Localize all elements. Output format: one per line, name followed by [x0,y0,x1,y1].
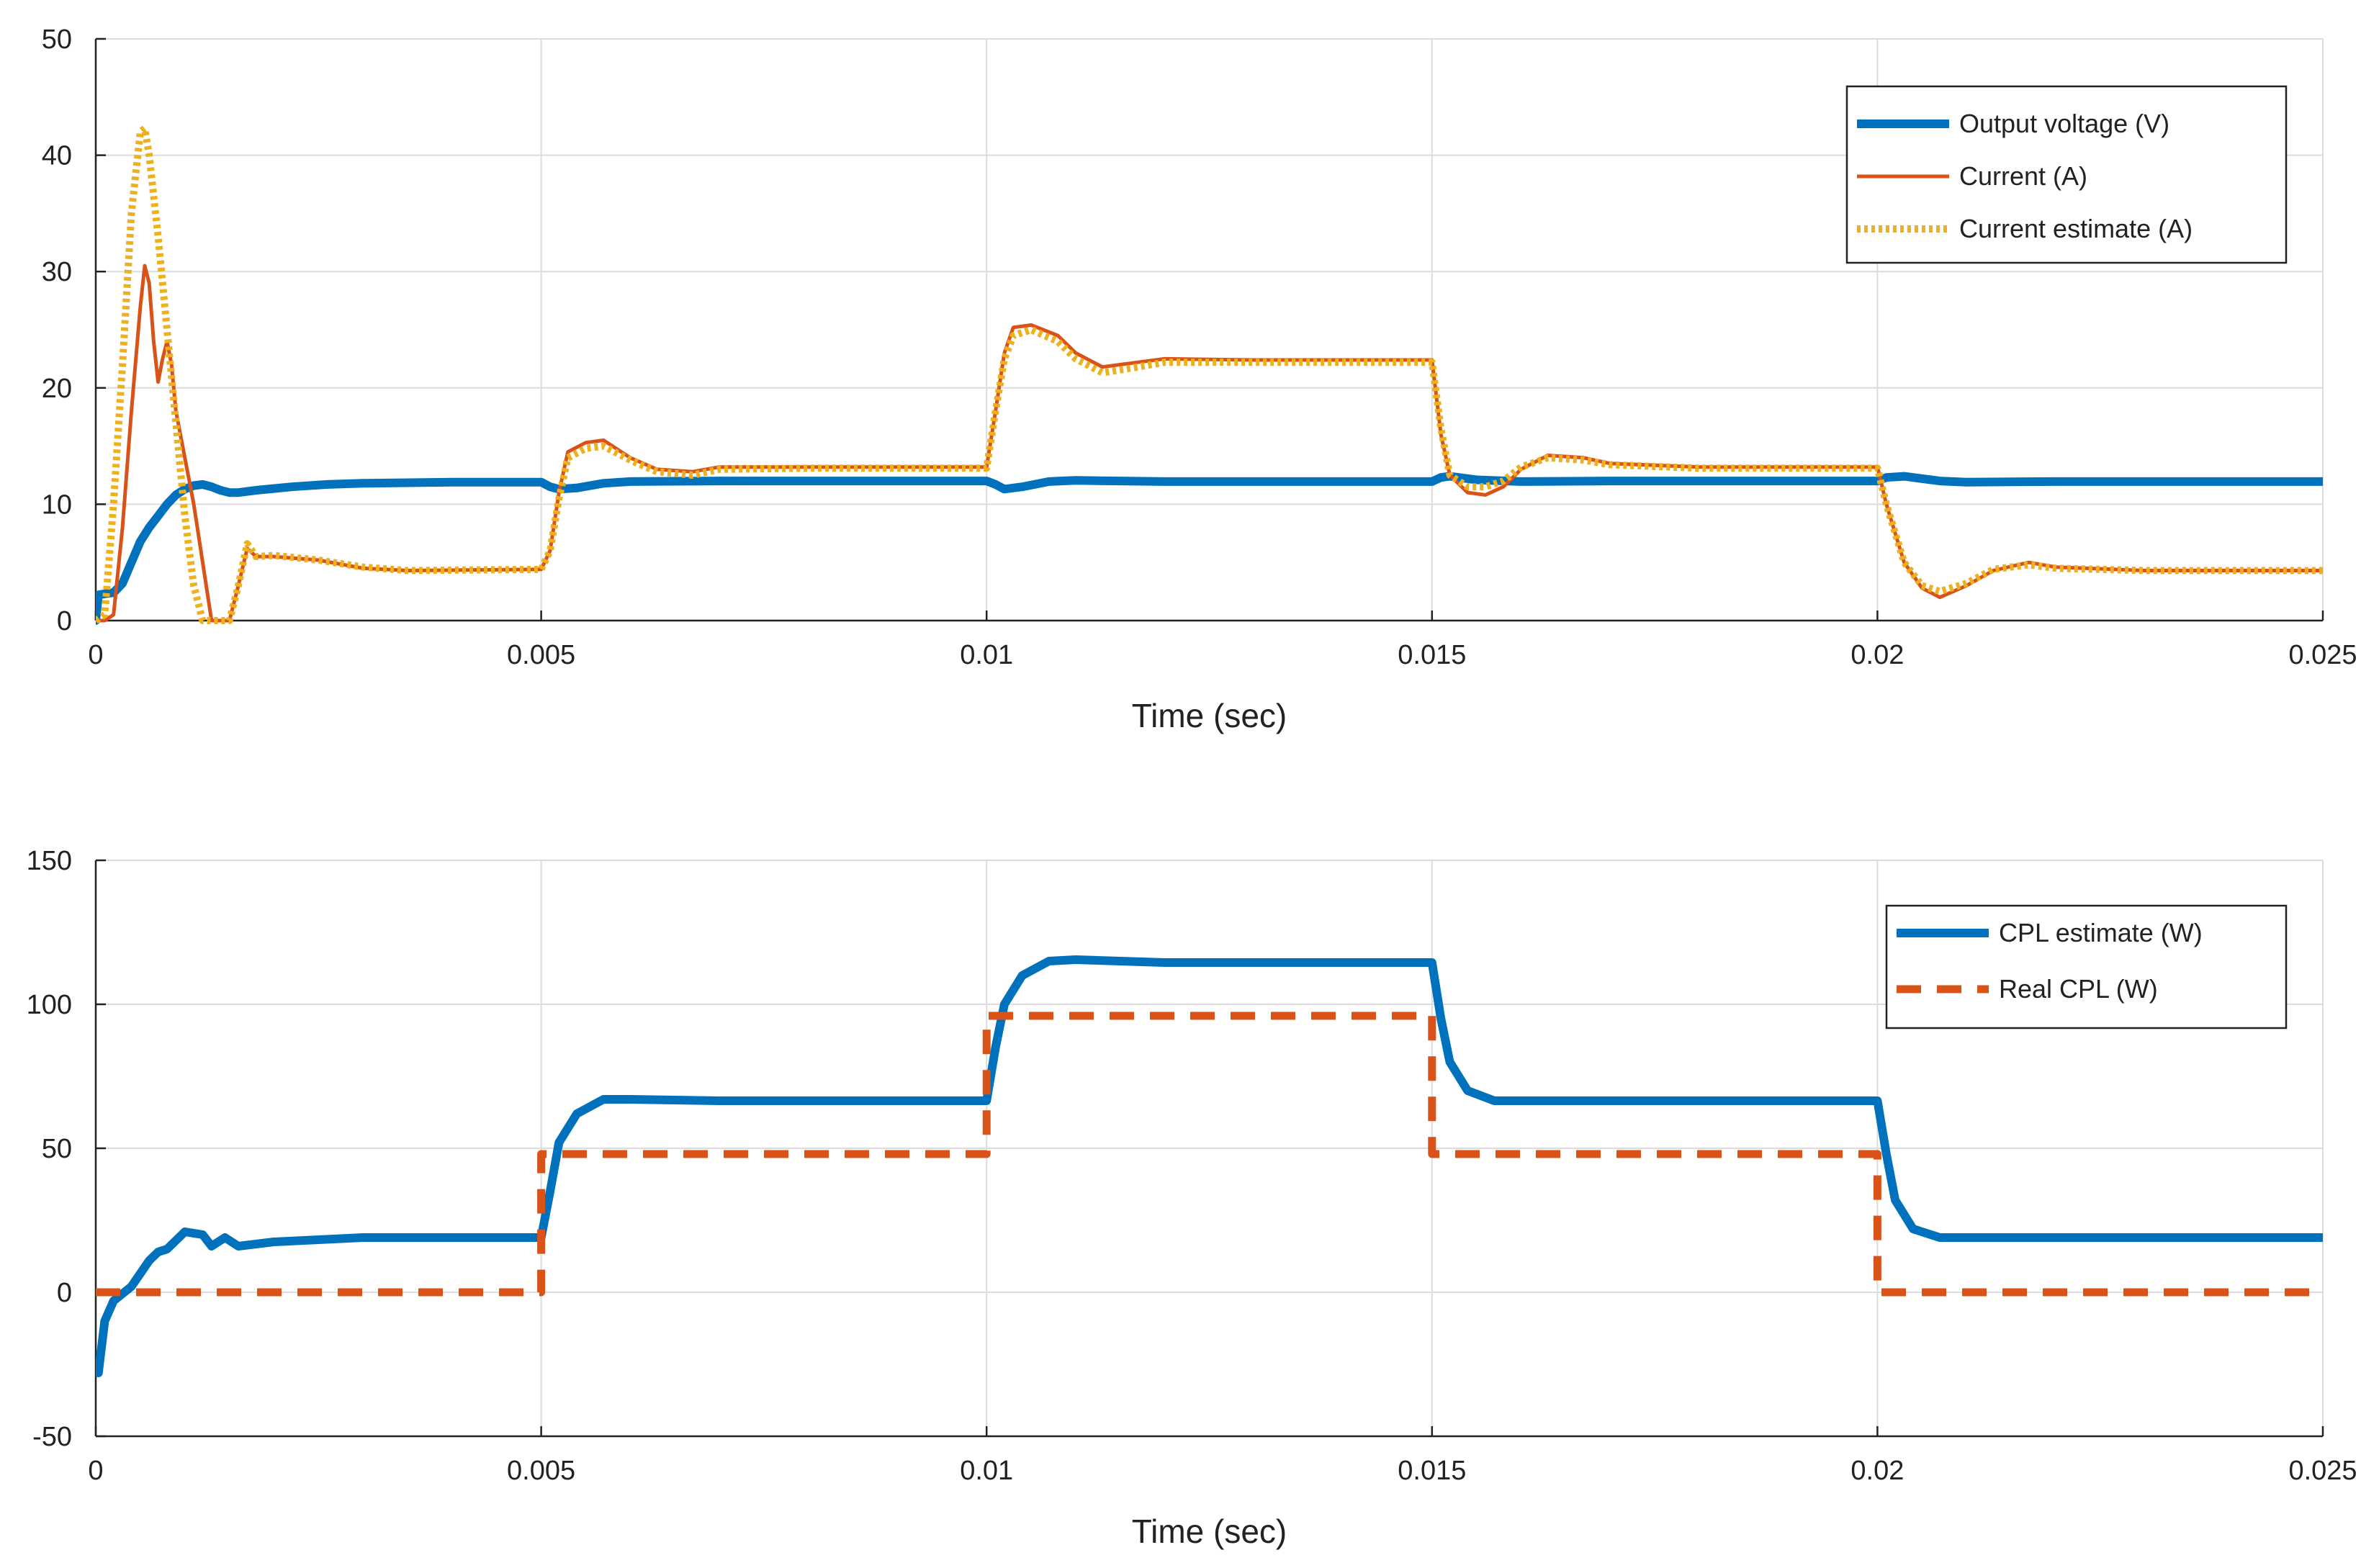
legend-entry: Current (A) [1959,161,2087,191]
y-tick-label: 10 [42,490,72,520]
x-tick-label: 0 [88,1456,103,1486]
x-tick-label: 0.015 [1398,640,1466,670]
y-tick-label: 150 [27,846,72,876]
x-tick-label: 0 [88,640,103,670]
y-tick-label: -50 [32,1422,72,1452]
x-tick-label: 0.005 [507,1456,575,1486]
legend-box [1885,904,2288,1029]
y-tick-label: 40 [42,141,72,171]
y-tick-label: 20 [42,374,72,404]
x-tick-label: 0.01 [960,640,1013,670]
series-line-3 [96,125,2323,624]
series-group [96,125,2323,625]
chart-2: 0 0.005 0.01 0.015 0.02 0.025 -50 0 50 100 150 Time… [27,846,2357,1550]
x-axis-label: Time (sec) [1132,697,1287,734]
legend-entry: Real CPL (W) [1999,974,2158,1004]
legend: Output voltage (V) Current (A) Current est… [1845,85,2288,264]
y-tick-label: 30 [42,257,72,287]
y-tick-label: 0 [57,1278,72,1308]
x-axis-label: Time (sec) [1132,1513,1287,1550]
legend-entry: CPL estimate (W) [1999,918,2203,947]
y-tick-label: 50 [42,1134,72,1164]
x-tick-label: 0.005 [507,640,575,670]
y-tick-label: 0 [57,606,72,636]
chart-1: 0 0.005 0.01 0.015 0.02 0.025 0 10 20 30 40 50 Time … [42,24,2357,734]
series-line-2 [96,263,2323,623]
x-tick-label: 0.02 [1850,1456,1904,1486]
legend-entry: Output voltage (V) [1959,109,2169,138]
y-tick-label: 100 [27,990,72,1020]
legend-entry: Current estimate (A) [1959,214,2193,243]
y-tick-label: 50 [42,24,72,55]
series-line-1 [96,955,2323,1377]
series-line-1 [96,472,2323,625]
x-tick-label: 0.025 [2288,1456,2357,1486]
x-tick-label: 0.02 [1850,640,1904,670]
series-line-2 [96,1011,2323,1297]
series-group [96,955,2323,1377]
x-tick-label: 0.025 [2288,640,2357,670]
legend: CPL estimate (W) Real CPL (W) [1885,904,2288,1029]
x-tick-label: 0.015 [1398,1456,1466,1486]
x-tick-label: 0.01 [960,1456,1013,1486]
